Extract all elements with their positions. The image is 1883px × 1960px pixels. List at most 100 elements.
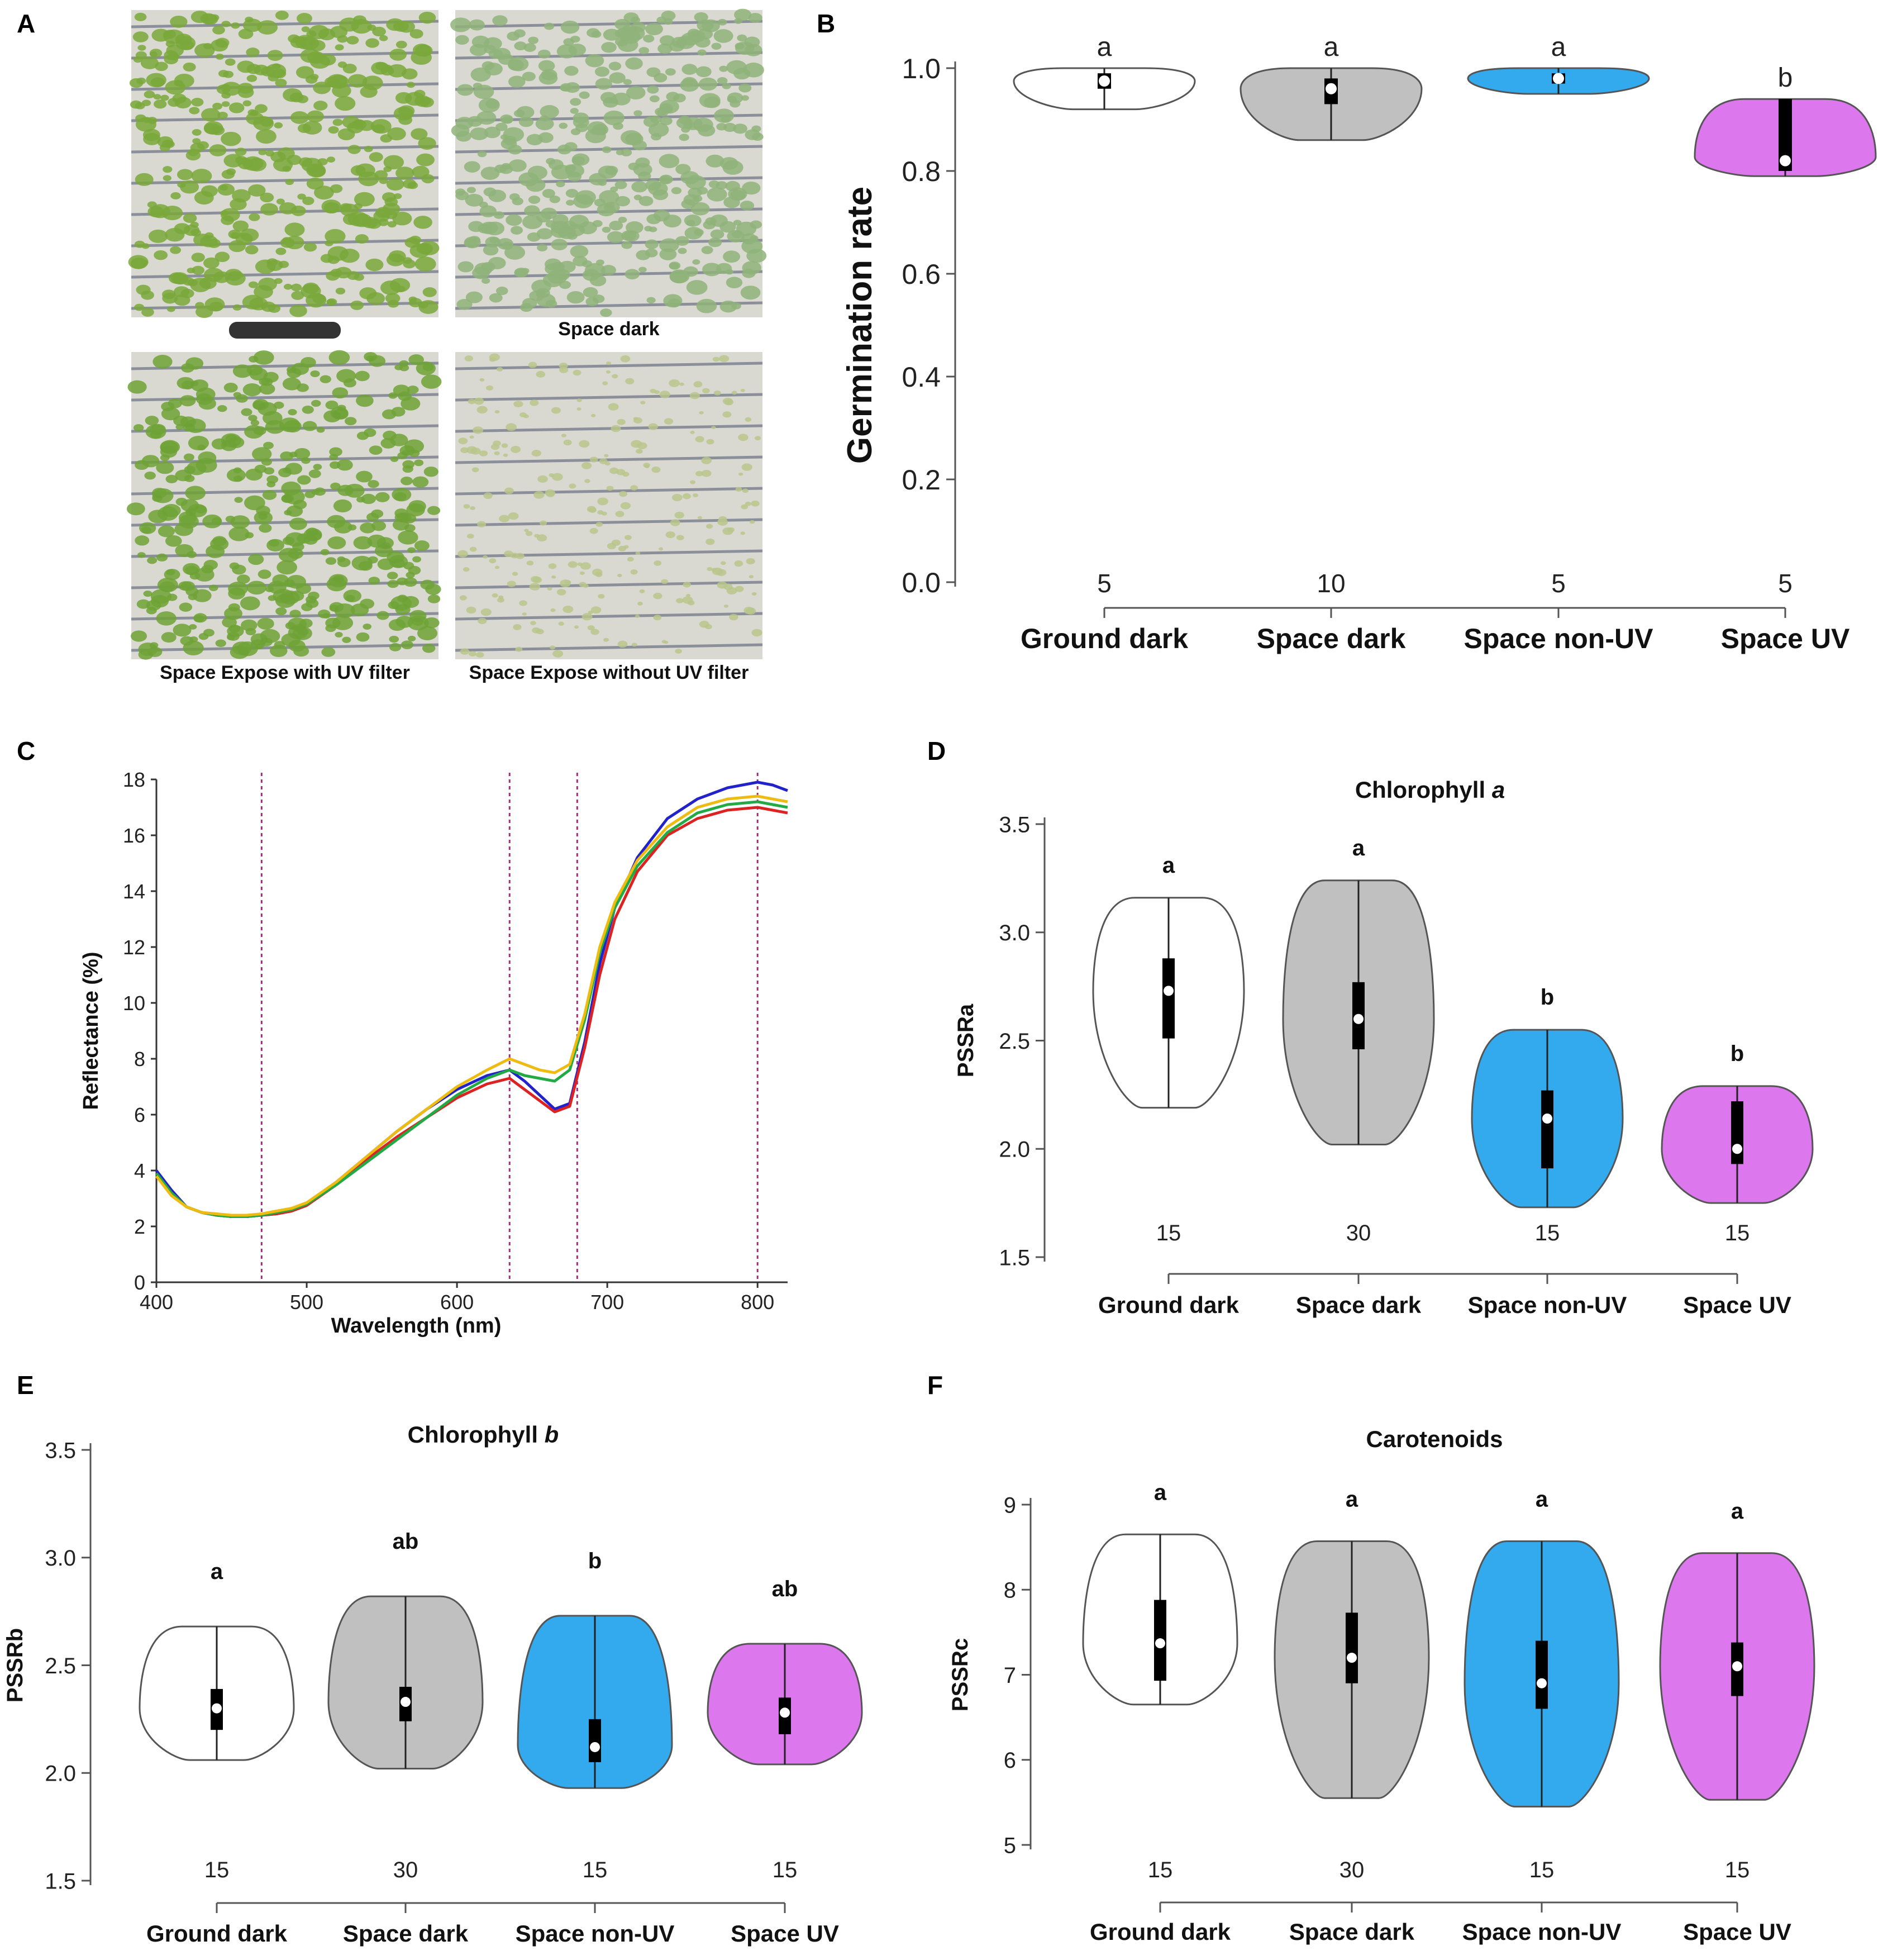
seedling-dot xyxy=(649,95,660,103)
seedling-dot xyxy=(159,144,171,151)
seedling-dot xyxy=(568,172,582,182)
seedling-dot xyxy=(669,262,679,270)
seedling-dot xyxy=(360,598,375,609)
seedling-dot xyxy=(734,8,752,21)
seedling-dot xyxy=(599,190,619,204)
y-tick-label: 6 xyxy=(134,1103,145,1126)
seedling-dot xyxy=(188,503,207,517)
seedling-dot xyxy=(408,354,424,365)
seedling-dot xyxy=(738,472,743,476)
seedling-dot xyxy=(260,192,274,203)
seedling-dot xyxy=(263,372,279,383)
seedling-dot xyxy=(560,579,571,587)
seedling-dot xyxy=(675,164,691,175)
seedling-dot xyxy=(255,104,268,113)
seedling-dot xyxy=(145,424,166,439)
seedling-dot xyxy=(711,42,722,50)
seedling-dot xyxy=(701,470,712,477)
y-tick-label: 12 xyxy=(123,936,145,959)
seedling-dot xyxy=(703,220,716,230)
seedling-dot xyxy=(156,553,168,562)
seedling-dot xyxy=(365,38,379,48)
seedling-dot xyxy=(330,482,341,490)
seedling-dot xyxy=(717,18,727,26)
photo-stripe xyxy=(455,455,763,464)
seedling-dot xyxy=(183,62,196,72)
seedling-dot xyxy=(422,287,437,297)
seedling-dot xyxy=(252,401,266,410)
seedling-dot xyxy=(483,555,488,559)
seedling-dot xyxy=(407,386,419,394)
seedling-dot xyxy=(648,423,658,430)
seedling-dot xyxy=(472,267,490,279)
seedling-dot xyxy=(466,606,476,614)
seedling-dot xyxy=(479,205,497,217)
seedling-dot xyxy=(302,405,314,414)
seedling-dot xyxy=(170,192,181,199)
seedling-dot xyxy=(379,178,388,184)
seedling-dot xyxy=(507,31,520,41)
seedling-dot xyxy=(530,399,539,406)
seedling-dot xyxy=(308,469,321,478)
photo-caption: Space dark xyxy=(558,318,660,340)
seedling-dot xyxy=(137,45,146,51)
seedling-dot xyxy=(266,481,276,488)
seedling-dot xyxy=(335,287,346,295)
seedling-dot xyxy=(418,11,436,24)
seedling-dot xyxy=(303,282,320,294)
seedling-dot xyxy=(692,259,700,265)
seedling-dot xyxy=(295,583,312,594)
seedling-dot xyxy=(659,391,670,398)
seedling-dot xyxy=(126,502,145,516)
y-tick-label: 2.5 xyxy=(45,1654,76,1678)
seedling-dot xyxy=(645,22,663,36)
seedling-dot xyxy=(695,66,712,78)
seedling-dot xyxy=(749,575,754,579)
seedling-dot xyxy=(531,450,542,457)
y-tick-label: 0.0 xyxy=(902,567,941,598)
seedling-dot xyxy=(365,258,384,272)
seedling-dot xyxy=(468,236,481,245)
seedling-dot xyxy=(706,439,714,445)
seedling-dot xyxy=(201,185,218,197)
seedling-dot xyxy=(595,78,612,90)
chart-c-reflectance: 0 2 4 6 8 10 12 14 16 18 400 500 600 700 800 Wavelength… xyxy=(79,768,788,1338)
seedling-dot xyxy=(224,607,242,620)
seedling-dot xyxy=(183,213,197,223)
x-tick-label: 600 xyxy=(440,1291,474,1314)
seedling-dot xyxy=(708,237,722,248)
seedling-dot xyxy=(710,229,724,239)
seedling-dot xyxy=(637,601,643,606)
seedling-dot xyxy=(254,464,267,473)
seedling-dot xyxy=(248,415,258,421)
seedling-dot xyxy=(383,166,392,173)
seedling-dot xyxy=(246,112,264,125)
seedling-dot xyxy=(160,446,178,458)
y-tick-label: 10 xyxy=(123,992,145,1015)
seedling-dot xyxy=(450,17,471,32)
seedling-dot xyxy=(177,377,194,389)
chart-title: Carotenoids xyxy=(1366,1426,1503,1452)
seedling-dot xyxy=(458,437,468,445)
x-category-space-uv: Space UV xyxy=(1683,1292,1791,1318)
seedling-dot xyxy=(215,37,230,48)
seedling-dot xyxy=(163,166,173,173)
seedling-dot xyxy=(327,536,346,550)
seedling-dot xyxy=(588,507,597,513)
seedling-dot xyxy=(565,189,579,198)
seedling-dot xyxy=(571,153,590,166)
seedling-dot xyxy=(192,138,201,144)
seedling-dot xyxy=(556,589,566,596)
seedling-dot xyxy=(507,581,516,587)
seedling-dot xyxy=(407,635,416,641)
seedling-dot xyxy=(489,558,497,564)
seedling-dot xyxy=(705,538,715,545)
seedling-dot xyxy=(574,625,579,629)
seedling-dot xyxy=(476,406,488,414)
sample-size-space-nonuv: 15 xyxy=(583,1858,608,1882)
seedling-dot xyxy=(272,63,281,69)
seedling-dot xyxy=(544,22,555,30)
seedling-dot xyxy=(232,564,246,575)
reflectance-series-4 xyxy=(155,795,788,1217)
seedling-dot xyxy=(170,16,188,28)
